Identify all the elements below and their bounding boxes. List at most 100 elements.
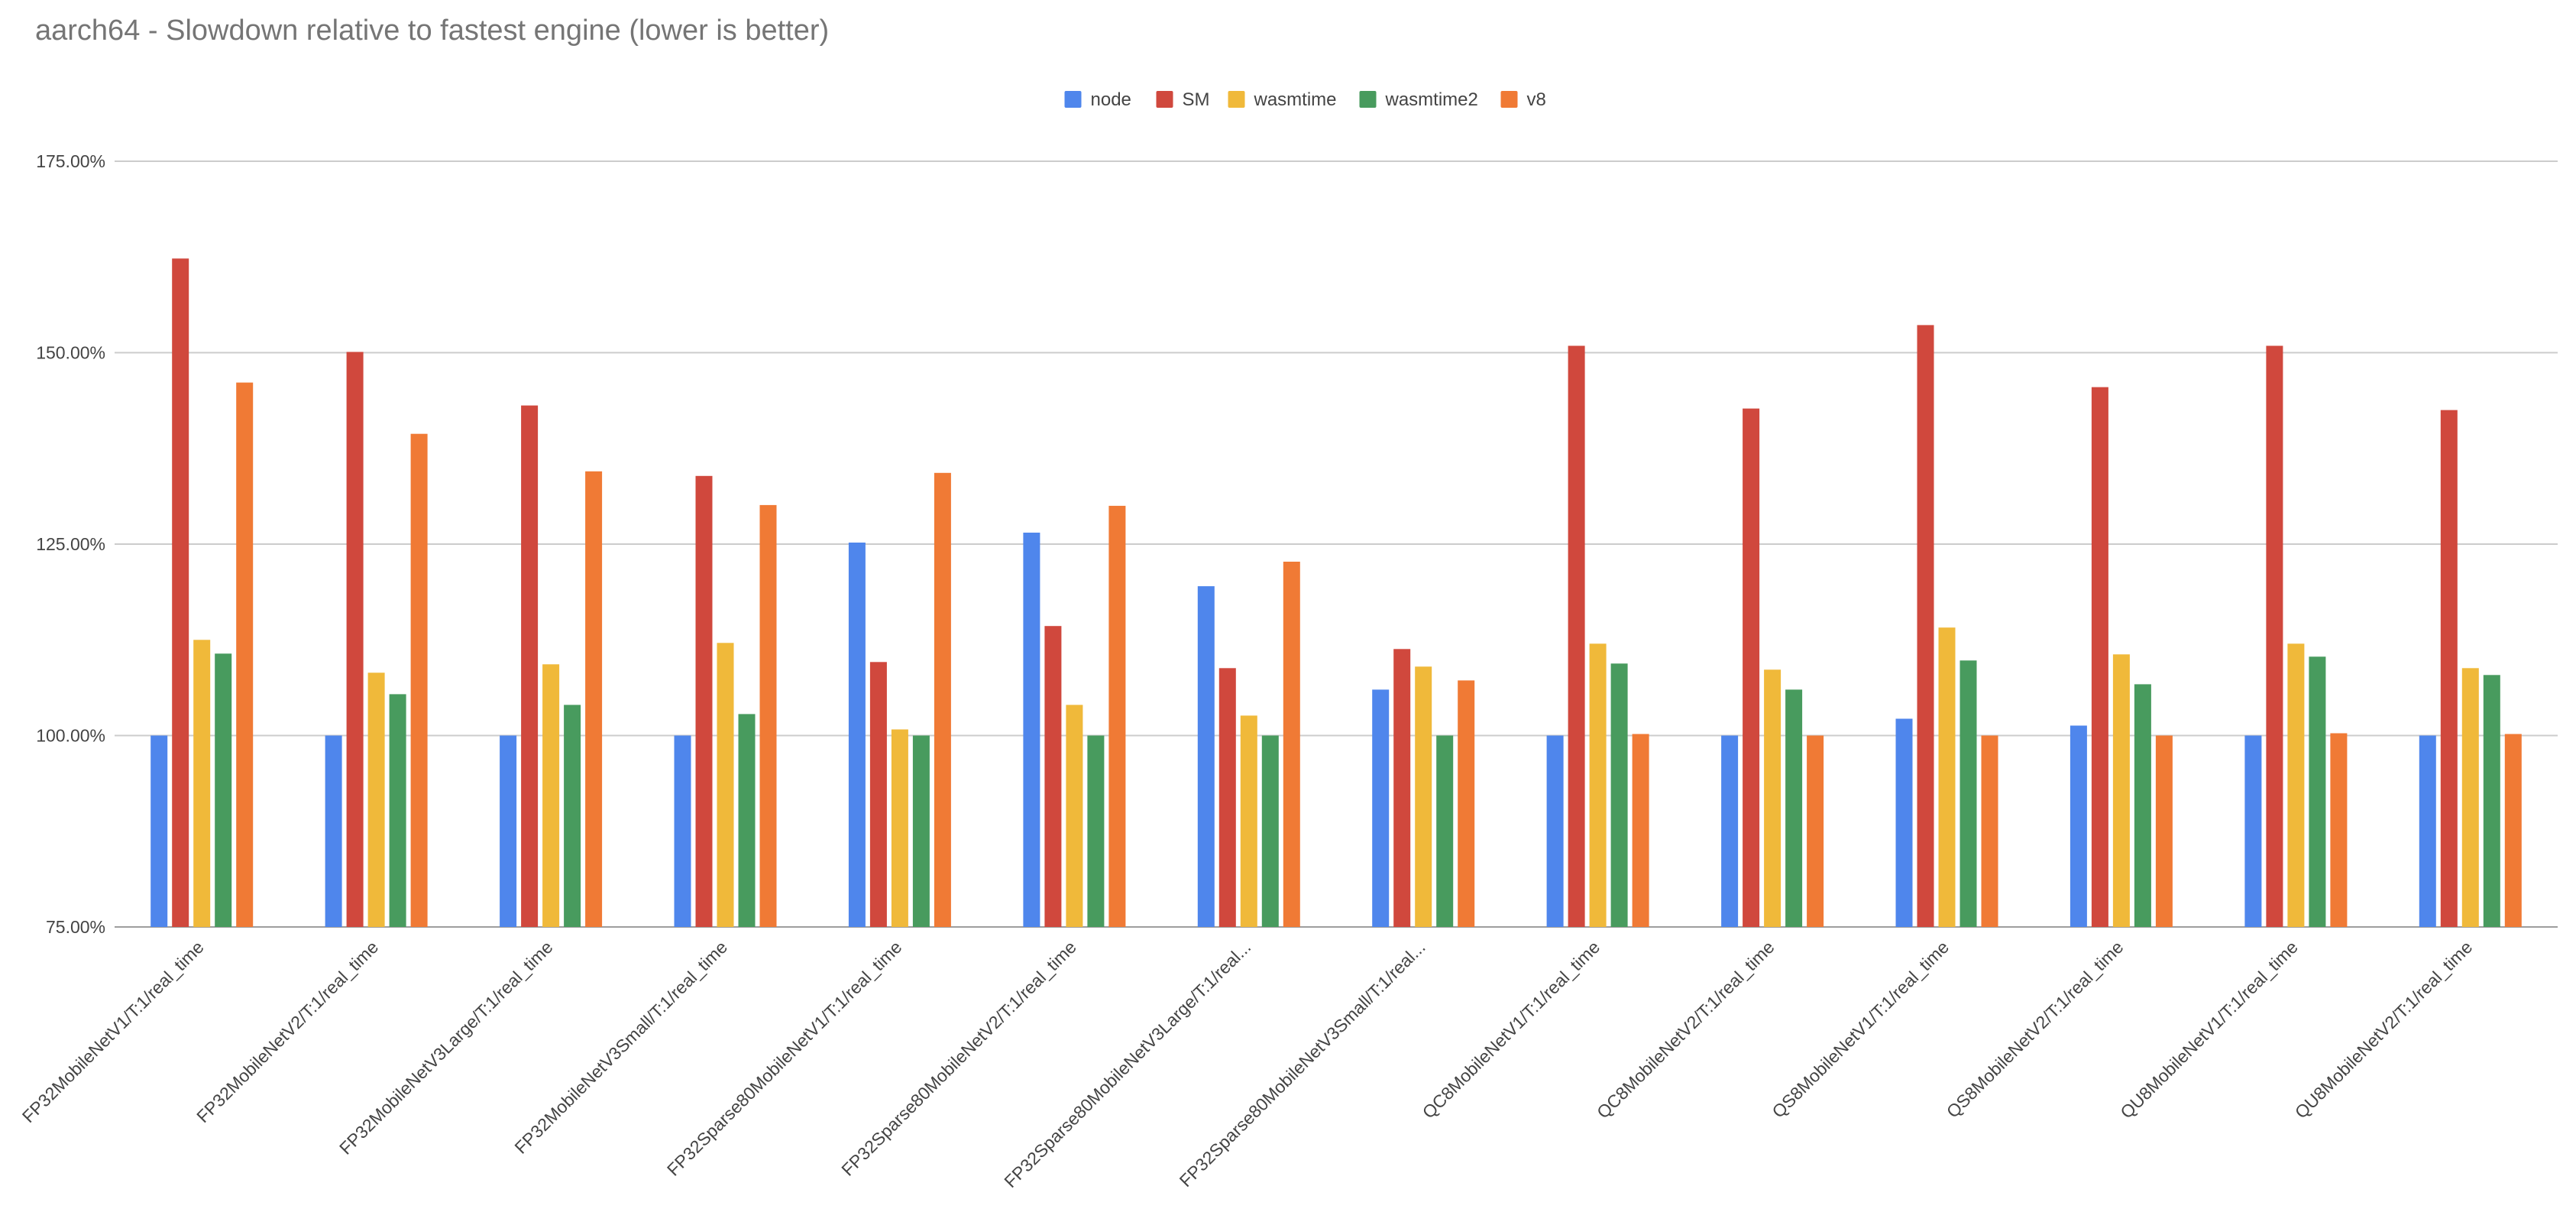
bar-node (1023, 533, 1040, 927)
legend-label-wasmtime2: wasmtime2 (1385, 89, 1478, 110)
bar-wasmtime (367, 672, 385, 927)
bar-wasmtime2 (912, 735, 930, 927)
bar-wasmtime2 (738, 714, 756, 927)
legend-label-sm: SM (1183, 89, 1210, 110)
bar-node (1372, 689, 1390, 927)
bar-sm (1044, 626, 1062, 927)
x-tick-label: QU8MobileNetV2/T:1/real_time (2291, 937, 2477, 1123)
bar-wasmtime2 (1261, 735, 1279, 927)
bar-wasmtime2 (215, 653, 232, 927)
bar-sm (2440, 410, 2458, 927)
x-tick-label: FP32MobileNetV1/T:1/real_time (18, 937, 208, 1126)
x-tick-label: QU8MobileNetV1/T:1/real_time (2116, 937, 2302, 1123)
bars (150, 258, 2522, 928)
bar-v8 (1283, 562, 1300, 927)
bar-v8 (585, 471, 603, 927)
bar-sm (1743, 408, 1760, 927)
y-tick-label: 100.00% (36, 726, 105, 746)
bar-sm (521, 405, 539, 927)
bar-wasmtime (2112, 654, 2130, 927)
bar-wasmtime (717, 643, 734, 927)
bar-wasmtime (542, 664, 560, 927)
legend-label-wasmtime: wasmtime (1254, 89, 1337, 110)
bar-node (1546, 735, 1564, 927)
bar-sm (1218, 668, 1236, 927)
bar-sm (869, 662, 887, 927)
bar-wasmtime (1589, 643, 1607, 927)
bar-wasmtime (1764, 669, 1782, 927)
bar-v8 (1632, 734, 1649, 927)
bar-wasmtime2 (1087, 735, 1105, 927)
bar-node (2419, 735, 2436, 927)
legend-label-v8: v8 (1527, 89, 1546, 110)
legend-label-node: node (1091, 89, 1131, 110)
y-tick-label: 75.00% (46, 917, 105, 937)
bar-wasmtime (1415, 666, 1432, 927)
bar-v8 (2330, 733, 2348, 927)
bar-sm (346, 352, 364, 927)
bar-v8 (1108, 505, 1126, 927)
bar-sm (2091, 387, 2108, 928)
bar-v8 (1458, 680, 1475, 927)
bar-wasmtime2 (2309, 656, 2326, 927)
bar-node (2244, 735, 2262, 927)
legend: node SM wasmtime wasmtime2 v8 (1064, 89, 1546, 110)
bar-wasmtime (193, 640, 211, 928)
bar-v8 (1807, 735, 1824, 927)
y-tick-label: 150.00% (36, 343, 105, 363)
bar-v8 (759, 504, 777, 927)
x-tick-label: FP32MobileNetV3Small/T:1/real_time (510, 937, 731, 1158)
bar-wasmtime (891, 729, 908, 927)
bar-sm (2266, 345, 2283, 927)
bar-wasmtime (2287, 643, 2305, 927)
y-tick-label: 125.00% (36, 534, 105, 554)
x-tick-label: FP32MobileNetV2/T:1/real_time (193, 937, 382, 1126)
bar-v8 (2155, 735, 2173, 927)
x-tick-label: QC8MobileNetV2/T:1/real_time (1593, 937, 1778, 1123)
bar-v8 (410, 433, 428, 927)
bar-node (848, 543, 866, 927)
legend-swatch-v8 (1500, 91, 1518, 108)
bar-wasmtime (2461, 668, 2479, 927)
bar-node (325, 735, 342, 927)
legend-swatch-wasmtime2 (1359, 91, 1377, 108)
bar-v8 (2504, 734, 2522, 927)
bar-sm (1393, 649, 1411, 927)
legend-swatch-wasmtime (1228, 91, 1245, 108)
bar-node (500, 735, 517, 927)
legend-swatch-node (1064, 91, 1082, 108)
bar-sm (1917, 325, 1934, 927)
x-tick-label: FP32MobileNetV3Large/T:1/real_time (335, 937, 557, 1159)
bar-v8 (1981, 735, 1998, 927)
y-tick-label: 175.00% (36, 151, 105, 171)
legend-swatch-sm (1156, 91, 1173, 108)
x-tick-label: QC8MobileNetV1/T:1/real_time (1419, 937, 1604, 1123)
bar-node (674, 735, 691, 927)
bar-wasmtime2 (564, 705, 581, 927)
bar-wasmtime (1240, 715, 1257, 927)
bar-wasmtime2 (1436, 735, 1454, 927)
bar-wasmtime2 (2134, 684, 2151, 927)
bar-wasmtime2 (1610, 663, 1628, 927)
bar-sm (172, 258, 189, 927)
grid (115, 160, 2558, 928)
x-tick-label: QS8MobileNetV2/T:1/real_time (1943, 937, 2128, 1122)
bar-node (2070, 725, 2087, 927)
bar-node (1197, 586, 1215, 927)
chart-title: aarch64 - Slowdown relative to fastest e… (35, 15, 829, 47)
bar-v8 (934, 472, 951, 927)
bar-node (1721, 735, 1739, 927)
bar-v8 (236, 382, 254, 928)
x-tick-label: QS8MobileNetV1/T:1/real_time (1768, 937, 1953, 1122)
bar-sm (1568, 345, 1585, 927)
bar-wasmtime2 (389, 694, 406, 927)
bar-wasmtime2 (1785, 689, 1803, 927)
bar-wasmtime (1066, 705, 1083, 927)
bar-node (1895, 718, 1913, 927)
bar-wasmtime2 (2483, 675, 2500, 927)
bar-wasmtime (1938, 627, 1956, 927)
bar-wasmtime2 (1960, 660, 1977, 927)
bar-sm (695, 475, 713, 927)
